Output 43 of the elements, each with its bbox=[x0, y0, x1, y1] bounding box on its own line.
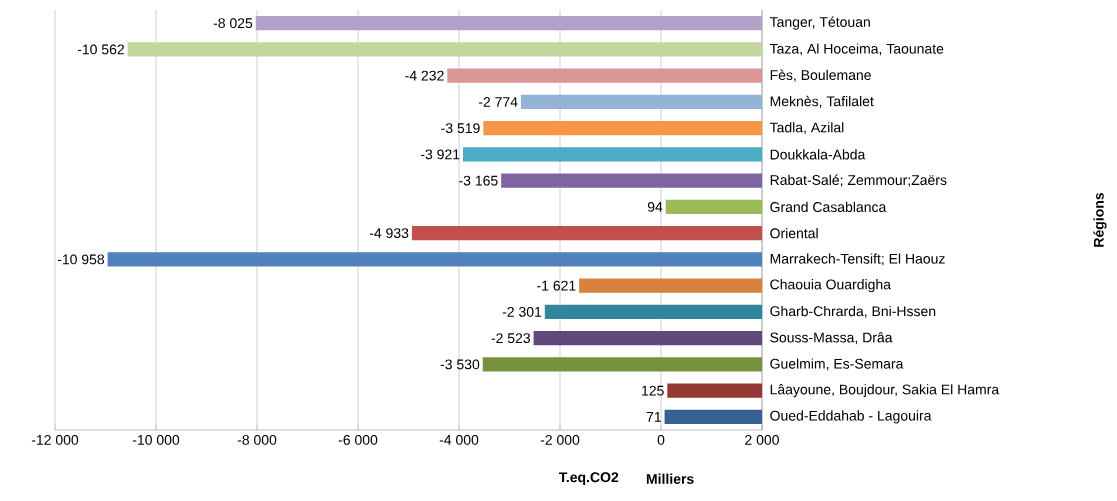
x-tick-label: -4 000 bbox=[439, 434, 479, 445]
data-label: 125 bbox=[642, 385, 664, 396]
data-label: -2 301 bbox=[502, 306, 542, 317]
data-label: 71 bbox=[646, 412, 661, 422]
data-label: -8 025 bbox=[213, 18, 253, 29]
data-label: -4 232 bbox=[405, 70, 444, 81]
x-axis-title: T.eq.CO2 bbox=[559, 472, 619, 485]
y-tick-label: Oued-Eddahab - Lagouira bbox=[770, 410, 932, 424]
y-tick-label: Guelmim, Es-Semara bbox=[770, 358, 904, 371]
y-tick-label: Taza, Al Hoceima, Taounate bbox=[769, 43, 944, 56]
x-tick-label: -10 000 bbox=[132, 434, 180, 445]
y-tick-label: Oriental bbox=[770, 227, 818, 239]
data-label: -3 921 bbox=[420, 149, 460, 160]
text: Milliers bbox=[646, 473, 694, 484]
data-label: -2 523 bbox=[491, 333, 531, 344]
y-tick-label: Rabat-Salé; Zemmour;Zaërs bbox=[770, 174, 947, 187]
data-label: -3 530 bbox=[440, 359, 480, 370]
y-tick-label: Marrakech-Tensift; El Haouz bbox=[770, 253, 945, 266]
y-tick-label: Tadla, Azilal bbox=[769, 122, 844, 135]
y-tick-label: Tanger, Tétouan bbox=[769, 16, 870, 30]
data-label: -3 165 bbox=[459, 175, 498, 186]
x-tick-label: 0 bbox=[657, 434, 665, 445]
y-tick-label: Lâayoune, Boujdour, Sakia El Hamra bbox=[770, 384, 1000, 398]
x-tick-label: -2 000 bbox=[540, 434, 580, 445]
y-tick-label: Gharb-Chrarda, Bni-Hssen bbox=[770, 305, 936, 318]
x-tick-label: -12 000 bbox=[31, 434, 79, 445]
data-label: -10 958 bbox=[57, 254, 105, 265]
text: Régions bbox=[1093, 192, 1107, 247]
x-tick-label: 2 000 bbox=[745, 434, 779, 445]
x-tick-label: -6 000 bbox=[338, 434, 378, 445]
data-label: -3 519 bbox=[441, 123, 480, 134]
data-label: 94 bbox=[647, 201, 663, 212]
x-tick-label: -8 000 bbox=[237, 434, 277, 445]
data-label: -1 621 bbox=[537, 280, 576, 291]
data-label: -10 562 bbox=[77, 44, 124, 55]
y-tick-label: Meknès, Tafilalet bbox=[770, 95, 874, 108]
y-tick-label: Souss-Massa, Drâa bbox=[770, 332, 893, 345]
data-label: -2 774 bbox=[478, 97, 518, 107]
data-label: -4 933 bbox=[369, 228, 409, 239]
y-tick-label: Grand Casablanca bbox=[770, 201, 887, 213]
y-tick-label: Fès, Boulemane bbox=[770, 69, 871, 82]
y-tick-label: Chaouia Ouardigha bbox=[770, 279, 891, 293]
y-tick-label: Doukkala-Abda bbox=[770, 149, 866, 160]
